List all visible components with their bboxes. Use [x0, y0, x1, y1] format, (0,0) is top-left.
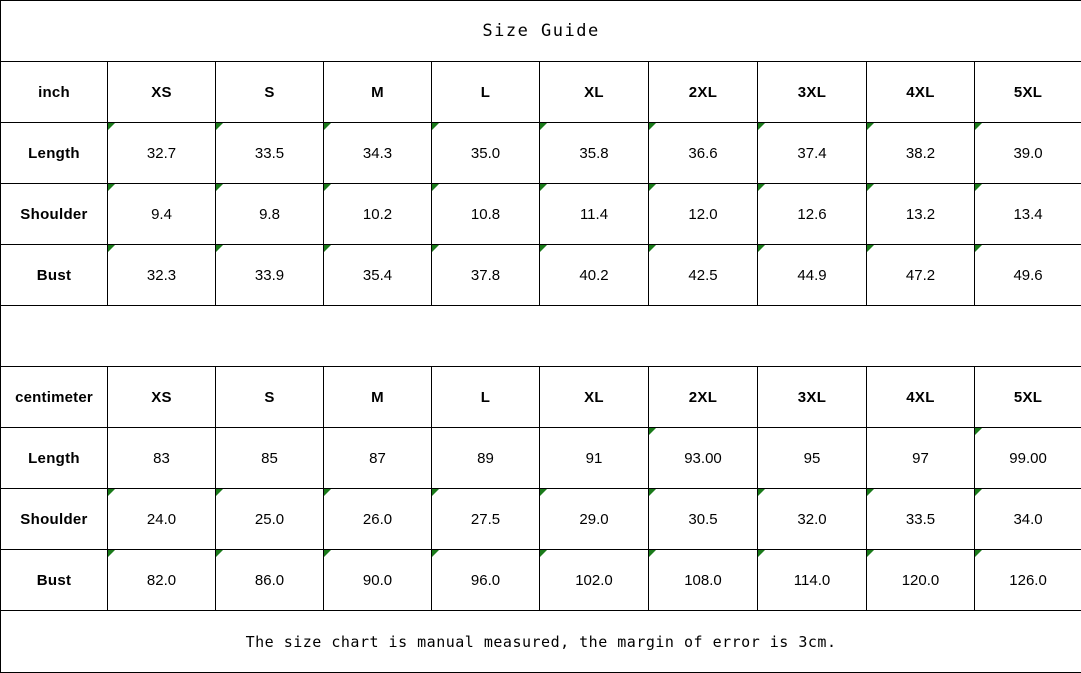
table-row: Bust 82.0 86.0 90.0 96.0 102.0 108.0 114…: [1, 550, 1081, 611]
cell-inch-bust-m: 35.4: [324, 245, 432, 306]
cell-inch-bust-4xl: 47.2: [867, 245, 975, 306]
cell-cm-bust-2xl: 108.0: [649, 550, 758, 611]
size-header-cm-l: L: [432, 367, 540, 428]
cell-cm-bust-xs: 82.0: [108, 550, 216, 611]
row-label-length-cm: Length: [1, 428, 108, 489]
cell-cm-shoulder-m: 26.0: [324, 489, 432, 550]
size-header-l: L: [432, 62, 540, 123]
cell-cm-bust-5xl: 126.0: [975, 550, 1081, 611]
size-header-xs: XS: [108, 62, 216, 123]
size-header-5xl: 5XL: [975, 62, 1081, 123]
cell-inch-shoulder-xs: 9.4: [108, 184, 216, 245]
cell-inch-bust-s: 33.9: [216, 245, 324, 306]
cell-inch-length-5xl: 39.0: [975, 123, 1081, 184]
cell-cm-length-4xl: 97: [867, 428, 975, 489]
cell-inch-length-xl: 35.8: [540, 123, 649, 184]
cell-inch-bust-2xl: 42.5: [649, 245, 758, 306]
size-header-3xl: 3XL: [758, 62, 867, 123]
cell-inch-length-3xl: 37.4: [758, 123, 867, 184]
cell-inch-length-xs: 32.7: [108, 123, 216, 184]
cell-cm-length-2xl: 93.00: [649, 428, 758, 489]
cell-cm-shoulder-xl: 29.0: [540, 489, 649, 550]
size-header-4xl: 4XL: [867, 62, 975, 123]
cell-inch-bust-l: 37.8: [432, 245, 540, 306]
cell-inch-length-s: 33.5: [216, 123, 324, 184]
size-header-cm-5xl: 5XL: [975, 367, 1081, 428]
table-row: Shoulder 9.4 9.8 10.2 10.8 11.4 12.0 12.…: [1, 184, 1081, 245]
cell-cm-shoulder-4xl: 33.5: [867, 489, 975, 550]
cell-cm-bust-l: 96.0: [432, 550, 540, 611]
spacer-row: [1, 306, 1081, 367]
cell-inch-shoulder-4xl: 13.2: [867, 184, 975, 245]
row-label-bust-inch: Bust: [1, 245, 108, 306]
cell-cm-length-xl: 91: [540, 428, 649, 489]
cell-inch-shoulder-s: 9.8: [216, 184, 324, 245]
cell-inch-length-m: 34.3: [324, 123, 432, 184]
cell-cm-bust-4xl: 120.0: [867, 550, 975, 611]
cell-inch-shoulder-m: 10.2: [324, 184, 432, 245]
cell-inch-length-l: 35.0: [432, 123, 540, 184]
inch-header-row: inch XS S M L XL 2XL 3XL 4XL 5XL: [1, 62, 1081, 123]
cell-inch-bust-xs: 32.3: [108, 245, 216, 306]
cell-inch-bust-xl: 40.2: [540, 245, 649, 306]
title-row: Size Guide: [1, 1, 1081, 62]
cell-cm-shoulder-s: 25.0: [216, 489, 324, 550]
cell-inch-bust-3xl: 44.9: [758, 245, 867, 306]
cell-inch-length-4xl: 38.2: [867, 123, 975, 184]
cell-inch-bust-5xl: 49.6: [975, 245, 1081, 306]
cell-cm-bust-xl: 102.0: [540, 550, 649, 611]
cell-cm-bust-s: 86.0: [216, 550, 324, 611]
size-header-cm-4xl: 4XL: [867, 367, 975, 428]
row-label-length-inch: Length: [1, 123, 108, 184]
unit-header-inch: inch: [1, 62, 108, 123]
cell-cm-shoulder-xs: 24.0: [108, 489, 216, 550]
footnote-row: The size chart is manual measured, the m…: [1, 611, 1081, 673]
cell-cm-shoulder-5xl: 34.0: [975, 489, 1081, 550]
cell-inch-shoulder-3xl: 12.6: [758, 184, 867, 245]
size-header-m: M: [324, 62, 432, 123]
centimeter-header-row: centimeter XS S M L XL 2XL 3XL 4XL 5XL: [1, 367, 1081, 428]
page-title: Size Guide: [1, 1, 1081, 62]
size-header-cm-m: M: [324, 367, 432, 428]
size-header-cm-xs: XS: [108, 367, 216, 428]
row-label-bust-cm: Bust: [1, 550, 108, 611]
cell-inch-shoulder-l: 10.8: [432, 184, 540, 245]
cell-inch-length-2xl: 36.6: [649, 123, 758, 184]
cell-inch-shoulder-2xl: 12.0: [649, 184, 758, 245]
cell-cm-length-5xl: 99.00: [975, 428, 1081, 489]
cell-cm-shoulder-2xl: 30.5: [649, 489, 758, 550]
cell-cm-bust-3xl: 114.0: [758, 550, 867, 611]
cell-cm-length-3xl: 95: [758, 428, 867, 489]
cell-cm-shoulder-l: 27.5: [432, 489, 540, 550]
table-row: Length 32.7 33.5 34.3 35.0 35.8 36.6 37.…: [1, 123, 1081, 184]
row-label-shoulder-cm: Shoulder: [1, 489, 108, 550]
size-header-s: S: [216, 62, 324, 123]
size-header-cm-s: S: [216, 367, 324, 428]
unit-header-centimeter: centimeter: [1, 367, 108, 428]
measurement-disclaimer: The size chart is manual measured, the m…: [1, 611, 1081, 673]
size-header-2xl: 2XL: [649, 62, 758, 123]
cell-cm-length-l: 89: [432, 428, 540, 489]
cell-cm-shoulder-3xl: 32.0: [758, 489, 867, 550]
spacer-cell: [1, 306, 1081, 367]
cell-cm-length-s: 85: [216, 428, 324, 489]
cell-cm-length-m: 87: [324, 428, 432, 489]
cell-cm-bust-m: 90.0: [324, 550, 432, 611]
size-header-cm-3xl: 3XL: [758, 367, 867, 428]
table-row: Bust 32.3 33.9 35.4 37.8 40.2 42.5 44.9 …: [1, 245, 1081, 306]
cell-inch-shoulder-xl: 11.4: [540, 184, 649, 245]
size-header-cm-2xl: 2XL: [649, 367, 758, 428]
size-header-xl: XL: [540, 62, 649, 123]
table-row: Length 83 85 87 89 91 93.00 95 97 99.00: [1, 428, 1081, 489]
cell-inch-shoulder-5xl: 13.4: [975, 184, 1081, 245]
table-row: Shoulder 24.0 25.0 26.0 27.5 29.0 30.5 3…: [1, 489, 1081, 550]
cell-cm-length-xs: 83: [108, 428, 216, 489]
row-label-shoulder-inch: Shoulder: [1, 184, 108, 245]
size-header-cm-xl: XL: [540, 367, 649, 428]
